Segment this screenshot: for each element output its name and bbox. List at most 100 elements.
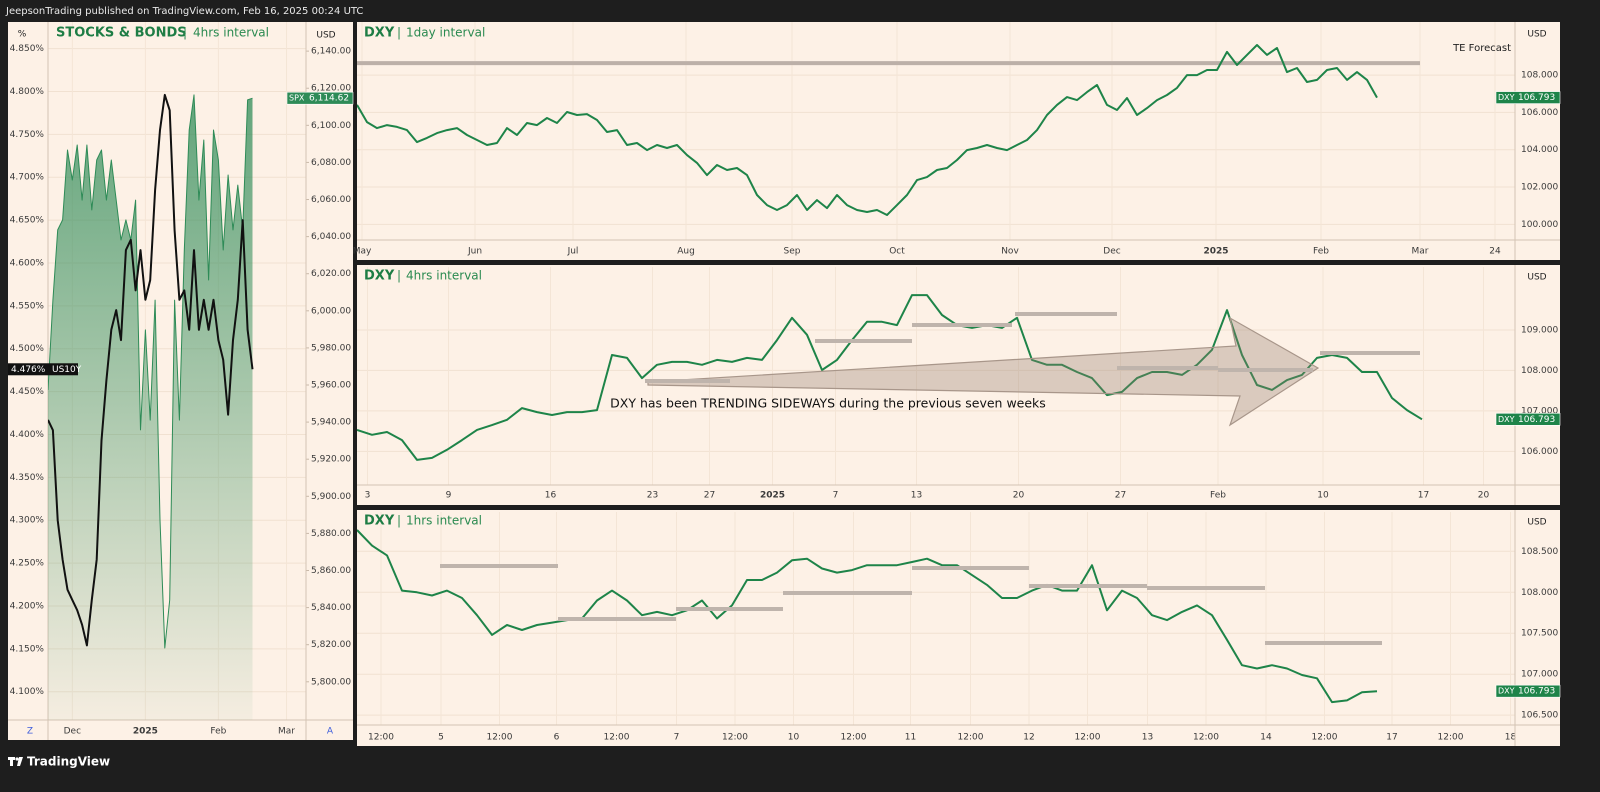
drawings [440,312,1420,645]
price-tag-name: DXY [1498,415,1515,424]
y-tick-label: 4.500% [10,344,45,354]
price-tag [286,91,354,105]
x-tick-label: Nov [1001,247,1019,257]
y-tick-label: 107.000 [1521,670,1558,680]
y-tick-label: 4.650% [10,216,45,226]
y-tick-label: 4.200% [10,601,45,611]
level-segment [440,564,558,568]
x-tick-label: 12:00 [958,733,984,743]
panel [357,510,1560,746]
title-separator: | [397,514,401,528]
chart-title: DXY [364,514,395,529]
y-tick-label: 4.550% [10,301,45,311]
x-tick-label: Aug [677,247,695,257]
line [48,93,254,647]
x-tick-label: Dec [64,727,81,737]
x-tick-label: 23 [647,491,658,501]
title-separator: | [183,26,187,40]
x-tick-label: 16 [545,491,557,501]
y-tick-label: 4.350% [10,473,45,483]
y-tick-label: 4.250% [10,559,45,569]
charts: 4.100% 4.150% 4.200% 4.250% 4.300% 4.350% 4.40… [8,22,1561,746]
y-tick-label: 4.450% [10,387,45,397]
footer-brand: TradingView [27,755,110,769]
x-tick-label: 13 [911,491,922,501]
x-tick-label: 10 [788,733,800,743]
y-tick-label: 4.150% [10,644,45,654]
level-segments [440,312,1420,645]
price-tag-value: 106.793 [1518,687,1555,697]
x-tick-label: Sep [784,247,801,257]
price-tag-value: 106.793 [1518,415,1555,425]
y-tick-label: 106.000 [1521,447,1558,457]
y2-axis-label: USD [316,31,335,41]
x-tick-label: Dec [1103,247,1120,257]
x-tick-label: 6 [554,733,560,743]
y-tick-label: 100.000 [1521,220,1558,230]
y-tick-label: 4.400% [10,430,45,440]
x-tick-label: 10 [1317,491,1329,501]
y-tick-label: 106.000 [1521,108,1558,118]
y-tick-label: 107.000 [1521,406,1558,416]
y2-tick-label: 6,080.00 [311,158,351,168]
x-tick-label: 11 [905,733,916,743]
x-tick-label: May [353,247,372,257]
y2-tick-label: 6,120.00 [311,84,351,94]
y2-tick-label: 5,800.00 [311,677,351,687]
y2-tick-label: 5,920.00 [311,455,351,465]
x-tick-label: 24 [1489,247,1501,257]
y-axis-label: USD [1527,518,1546,528]
x-tick-label: 12:00 [1193,733,1219,743]
level-segment [645,379,730,383]
line [357,294,1423,461]
x-tick-label: 20 [1013,491,1025,501]
y-tick-label: 4.100% [10,687,45,697]
y-tick-label: 4.600% [10,258,45,268]
x-tick-label: 12:00 [1438,733,1464,743]
chart-title: DXY [364,26,395,41]
logo-part [15,757,19,761]
y2-tick-label: 6,060.00 [311,195,351,205]
y-tick-label: 107.500 [1521,629,1558,639]
price-tag-value: 106.793 [1518,93,1555,103]
x-tick-label: 17 [1386,733,1397,743]
line [357,44,1378,216]
line [48,94,253,649]
axis-button[interactable]: Z [27,727,33,737]
x-tick-label: 12:00 [722,733,748,743]
x-tick-label: 27 [1115,491,1126,501]
y2-tick-label: 5,960.00 [311,381,351,391]
axis-button[interactable]: A [327,727,334,737]
y2-tick-label: 6,020.00 [311,269,351,279]
x-tick-label: 14 [1260,733,1272,743]
price-tag-name: DXY [1498,687,1515,696]
chart-subtitle: 4hrs interval [406,269,482,283]
title-separator: | [397,26,401,40]
y-tick-label: 104.000 [1521,145,1558,155]
x-tick-label: Mar [278,727,295,737]
y-tick-label: 4.800% [10,87,45,97]
level-segment [1015,312,1117,316]
x-tick-label: Feb [1210,491,1226,501]
y2-tick-label: 6,040.00 [311,232,351,242]
level-segment [676,607,783,611]
x-tick-label: 2025 [1203,247,1228,257]
y2-tick-label: 5,880.00 [311,529,351,539]
logo-part [17,757,23,766]
level-segment [1029,584,1147,588]
x-tick-label: 3 [365,491,371,501]
chart-subtitle: 1day interval [406,26,485,40]
y2-tick-label: 6,000.00 [311,306,351,316]
x-tick-label: Feb [1313,247,1329,257]
x-tick-label: 12:00 [487,733,513,743]
x-tick-label: 13 [1142,733,1153,743]
x-tick-label: Mar [1412,247,1429,257]
y-tick-label: 4.300% [10,516,45,526]
level-segment [1320,351,1420,355]
level-segment [783,591,912,595]
price-tag [1495,91,1561,104]
y2-tick-label: 5,820.00 [311,640,351,650]
y2-tick-label: 5,940.00 [311,418,351,428]
y-tick-label: 102.000 [1521,183,1558,193]
